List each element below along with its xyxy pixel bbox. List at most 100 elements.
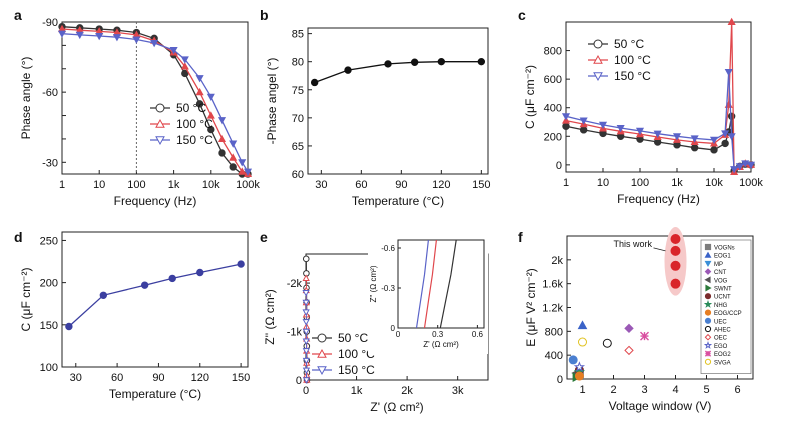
data-point: [169, 47, 178, 55]
x-tick-label: 6: [734, 384, 740, 396]
y-tick-label: -30: [42, 157, 58, 169]
data-point: [727, 133, 736, 141]
legend-marker: [593, 54, 603, 64]
panel-f: f 1 2 3 4 5 6 0 400 800 1.2k 1.6k 2k Voltage window (…: [518, 226, 754, 413]
y-axis-label: E (μF V² cm⁻²): [524, 268, 538, 347]
data-point: [302, 290, 310, 297]
data-point: [302, 367, 311, 375]
y-tick-label: -2k: [287, 278, 303, 290]
data-point: [217, 117, 227, 125]
y-tick-label: 150: [40, 320, 58, 332]
legend-marker: [155, 136, 165, 146]
data-point: [238, 159, 247, 167]
data-point: [579, 126, 588, 134]
legend-marker: [155, 103, 165, 113]
y-axis-label: C (μF cm⁻²): [523, 65, 537, 129]
legend-label: 50 °C: [614, 37, 644, 51]
data-point: [730, 166, 739, 174]
y-axis-label: Phase angle (°): [19, 57, 33, 140]
legend-marker: [704, 268, 712, 275]
data-point: [237, 260, 245, 268]
data-point: [57, 30, 67, 38]
data-point: [302, 309, 310, 316]
series-line: [68, 263, 242, 327]
y-tick-label: 65: [292, 141, 304, 153]
data-point: [710, 146, 718, 154]
data-point: [384, 60, 392, 68]
x-tick-label: 5: [703, 384, 709, 396]
data-point: [578, 337, 587, 347]
data-point: [302, 377, 311, 384]
x-tick-label: 1: [59, 179, 65, 191]
data-point: [229, 153, 238, 161]
legend-label: VOGNs: [714, 246, 735, 252]
data-point: [690, 135, 699, 143]
x-tick-label: 100: [127, 179, 145, 191]
legend-marker: [317, 366, 327, 376]
legend-marker: [317, 333, 327, 343]
x-tick-label: 120: [432, 179, 450, 191]
plot-frame: [61, 231, 249, 368]
y-tick-label: 60: [292, 169, 304, 181]
y-tick-label: 400: [545, 350, 563, 362]
data-point: [65, 322, 73, 331]
panel-b: b 30 60 90 120 150 60 65 70 75 80 85 Temperature (°C…: [260, 7, 491, 208]
inset-y-tick-label: -0.3: [381, 284, 395, 293]
x-tick-label: 60: [111, 372, 123, 384]
panel-label: e: [260, 229, 268, 245]
y-tick-label: -1k: [287, 327, 303, 339]
panel-label: b: [260, 7, 269, 23]
x-axis-label: Temperature (°C): [352, 194, 444, 208]
x-tick-label: 100k: [236, 179, 260, 191]
y-tick-label: 200: [544, 131, 562, 143]
data-point: [624, 323, 634, 334]
legend-label: 100 °C: [338, 347, 375, 361]
series-line: [62, 33, 248, 173]
legend-label: 150 °C: [176, 133, 213, 147]
data-point: [140, 281, 149, 289]
x-tick-label: 0: [303, 385, 309, 397]
y-tick-label: 200: [40, 278, 58, 290]
x-axis-label: Frequency (Hz): [617, 192, 700, 206]
x-tick-label: 10k: [202, 179, 220, 191]
panel-e: e 0 1k 2k 3k 0 -1k -2k Z' (Ω cm²) Z'' (Ω cm²) 50 °…: [260, 229, 489, 414]
series-line: [314, 61, 482, 84]
x-tick-label: 1k: [671, 177, 683, 189]
legend-label: NHG: [714, 303, 728, 309]
data-point: [180, 56, 189, 64]
legend-marker: [704, 309, 712, 316]
inset-series-line: [415, 240, 429, 328]
plot-frame: [61, 21, 249, 175]
inset-x-tick-label: 0: [396, 330, 401, 339]
data-point: [672, 133, 682, 141]
data-point: [150, 39, 159, 48]
legend-label: UEC: [714, 319, 727, 325]
data-point: [653, 130, 662, 138]
legend-label: CNT: [714, 270, 727, 276]
x-axis-label: Z' (Ω cm²): [370, 400, 423, 414]
legend-label: EOG1: [714, 254, 731, 260]
data-point: [206, 93, 215, 102]
legend-marker: [155, 118, 165, 128]
y-tick-label: 80: [292, 57, 304, 69]
data-point: [229, 163, 237, 171]
legend-label: UCNT: [714, 295, 731, 301]
inset-y-axis-label: Z'' (Ω cm²): [369, 265, 378, 302]
x-tick-label: 100k: [739, 177, 763, 189]
data-point: [670, 233, 681, 244]
legend-label: EOG/CCP: [714, 311, 742, 317]
data-point: [574, 371, 584, 381]
y-tick-label: -60: [42, 87, 58, 99]
data-point: [302, 357, 311, 365]
panel-label: a: [14, 7, 22, 23]
data-point: [302, 328, 310, 336]
x-tick-label: 2k: [401, 385, 413, 397]
y-tick-label: 0: [557, 374, 563, 386]
y-axis-label: -Phase angel (°): [265, 58, 279, 145]
data-point: [302, 348, 311, 355]
inset-x-tick-label: 0.6: [472, 330, 484, 339]
x-tick-label: 30: [315, 179, 327, 191]
data-point: [344, 66, 352, 74]
data-point: [310, 78, 319, 87]
